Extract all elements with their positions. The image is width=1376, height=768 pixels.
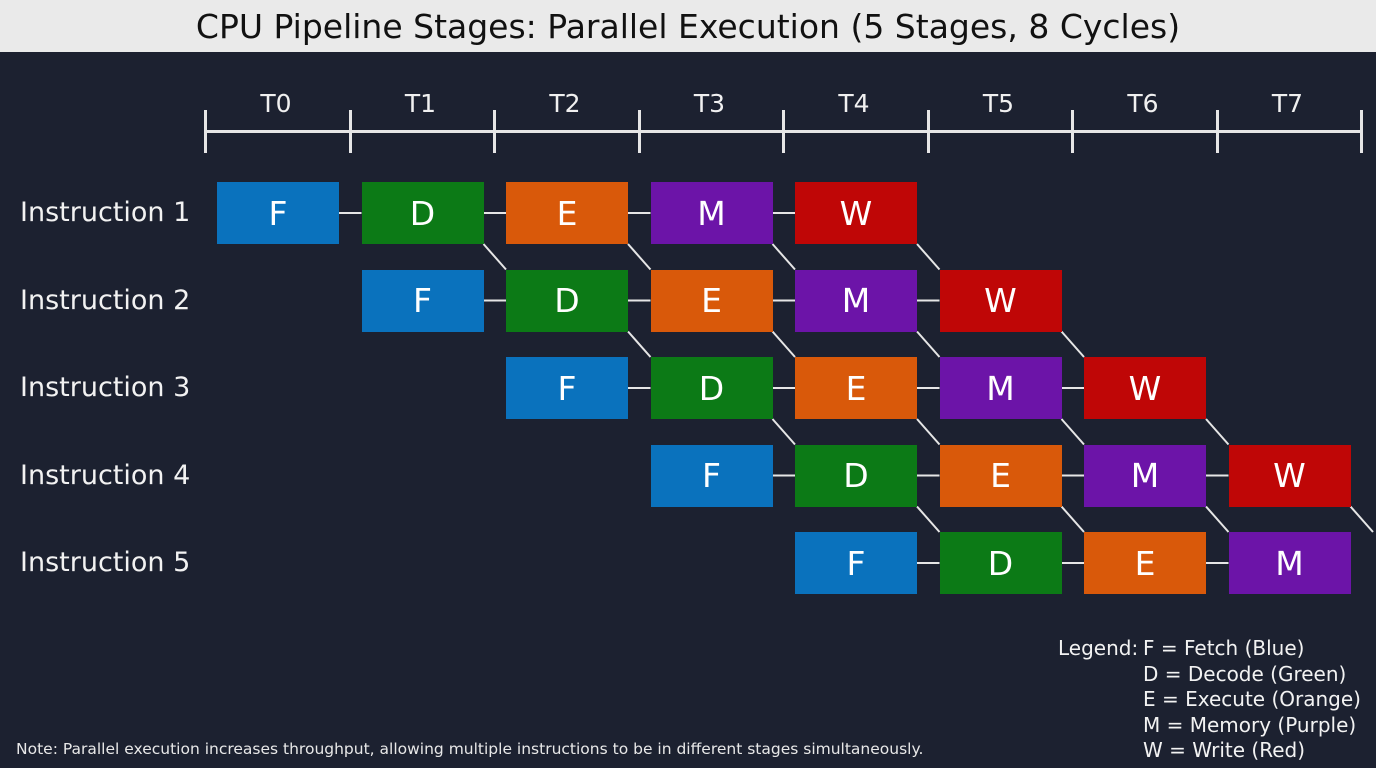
time-axis-tick [348, 110, 352, 153]
time-axis-tick [637, 110, 641, 153]
time-axis-tick [493, 110, 496, 153]
legend-item-memory: M = Memory (Purple) [1143, 712, 1357, 737]
time-label-t4: T4 [838, 89, 870, 118]
stage-fetch-box: F [795, 532, 917, 594]
time-label-t2: T2 [549, 89, 581, 118]
stage-memory-box: M [1084, 444, 1206, 507]
instruction-label-4: Instruction 4 [20, 459, 191, 491]
stage-decode-box: D [650, 357, 773, 419]
stage-decode-box: D [795, 444, 917, 507]
stage-write-box: W [939, 269, 1062, 332]
instruction-label-1: Instruction 1 [20, 197, 191, 228]
footnote: Note: Parallel execution increases throu… [16, 740, 924, 758]
instruction-label-5: Instruction 5 [20, 547, 191, 578]
stage-execute-box: E [650, 269, 773, 332]
stage-execute-box: E [1084, 532, 1206, 594]
time-label-t7: T7 [1271, 89, 1304, 118]
stage-write-box: W [1228, 444, 1351, 507]
legend-item-execute: E = Execute (Orange) [1143, 687, 1361, 711]
title-bar: CPU Pipeline Stages: Parallel Execution … [0, 0, 1376, 52]
legend-item-decode: D = Decode (Green) [1143, 661, 1347, 686]
instruction-label-2: Instruction 2 [20, 284, 191, 316]
time-label-t3: T3 [693, 89, 726, 118]
stage-write-box: W [1084, 357, 1206, 419]
stage-memory-box: M [650, 182, 773, 244]
time-axis-tick [1071, 110, 1074, 153]
stage-fetch-box: F [506, 357, 628, 419]
diagram-title: CPU Pipeline Stages: Parallel Execution … [195, 6, 1181, 46]
legend-item-fetch: F = Fetch (Blue) [1143, 636, 1305, 660]
time-axis-tick [204, 110, 207, 153]
stage-write-box: W [795, 182, 917, 244]
time-label-t6: T6 [1127, 89, 1159, 118]
time-axis-tick [926, 110, 930, 153]
stage-execute-box: E [506, 182, 628, 244]
stage-decode-box: D [506, 269, 628, 332]
stage-memory-box: M [1228, 532, 1351, 594]
time-axis-tick [1360, 110, 1363, 153]
stage-fetch-box: F [650, 444, 773, 507]
time-axis-tick [782, 110, 785, 153]
stage-execute-box: E [795, 357, 917, 419]
stage-fetch-box: F [217, 182, 339, 244]
stage-memory-box: M [795, 269, 917, 332]
time-axis-tick [1215, 110, 1219, 153]
stage-fetch-box: F [361, 269, 484, 332]
legend-item-write: W = Write (Red) [1143, 738, 1306, 762]
instruction-label-3: Instruction 3 [20, 372, 191, 403]
legend: Legend: F = Fetch (Blue) D = Decode (Gre… [1058, 636, 1361, 764]
stage-decode-box: D [361, 182, 484, 244]
legend-prefix: Legend: [1058, 636, 1139, 660]
stage-decode-box: D [939, 532, 1062, 594]
time-axis: T0 T1 T2 T3 T4 T5 T6 T7 [0, 0, 1376, 160]
time-label-t5: T5 [982, 89, 1015, 118]
stage-memory-box: M [939, 357, 1062, 419]
stage-execute-box: E [939, 444, 1062, 507]
time-label-t1: T1 [404, 89, 437, 118]
time-label-t0: T0 [260, 89, 292, 118]
